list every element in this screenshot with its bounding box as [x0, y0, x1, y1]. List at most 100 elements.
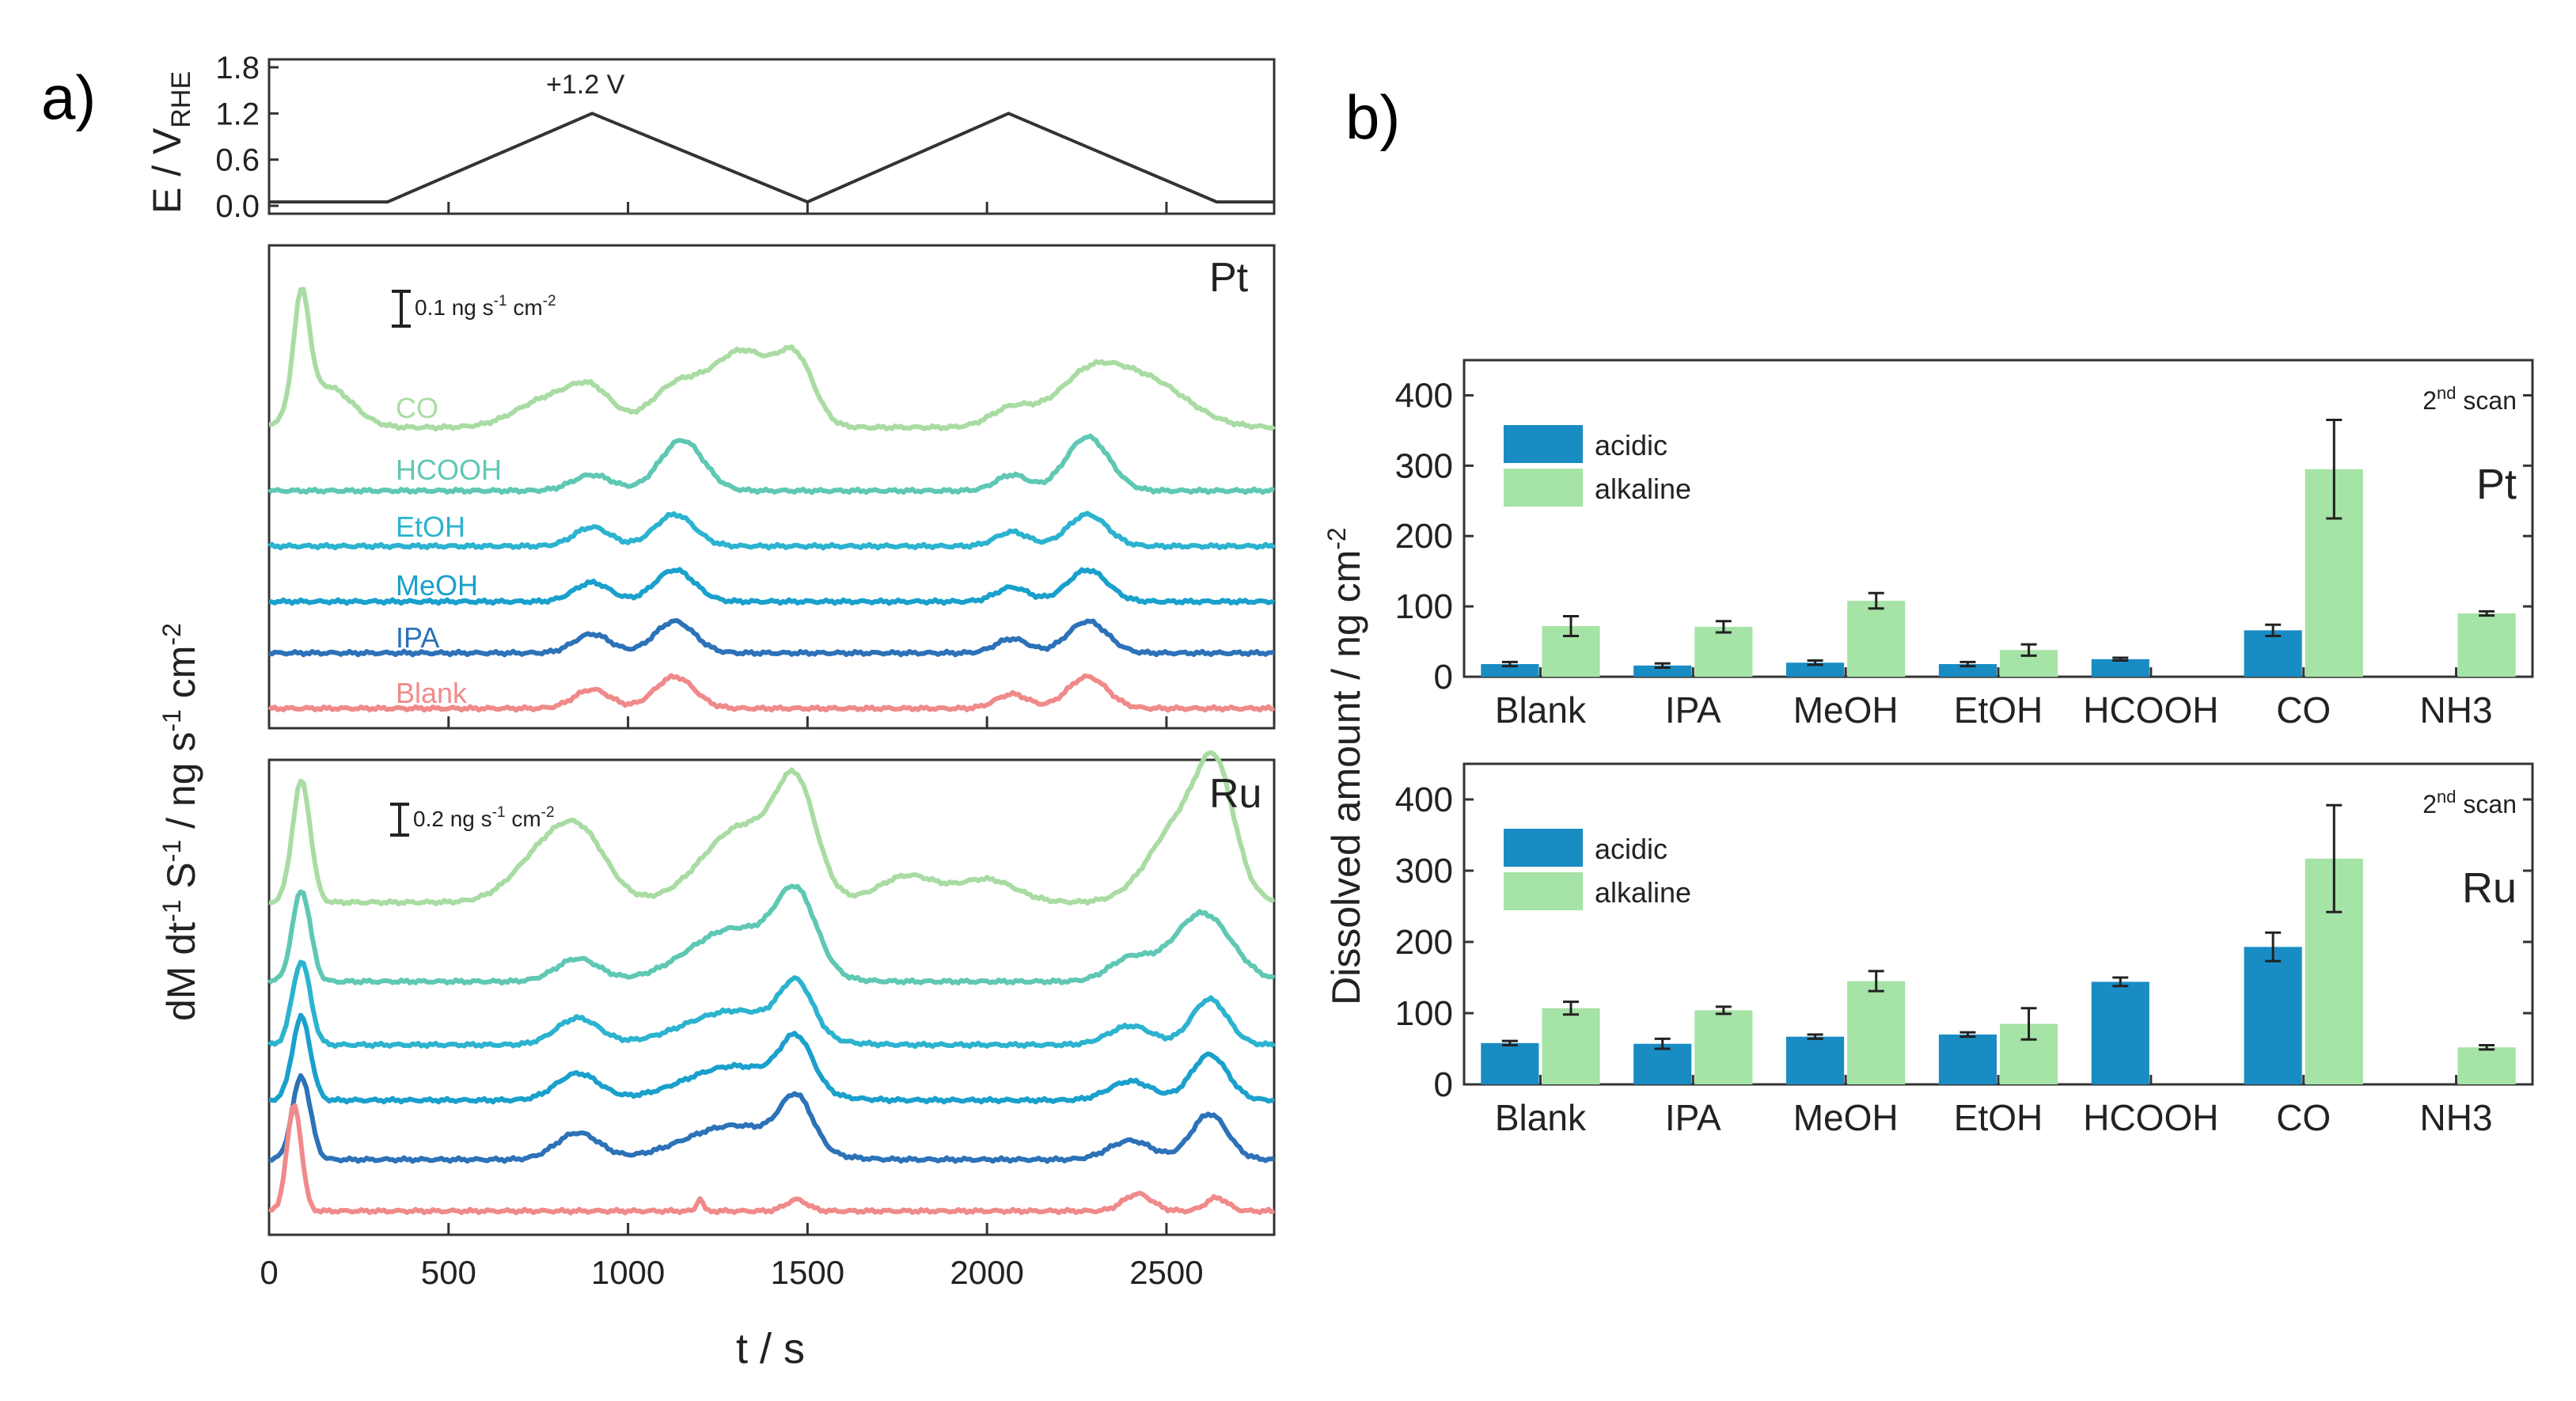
scan-label: 2nd scan — [2422, 787, 2517, 818]
bar-acidic-meoh — [1786, 663, 1845, 677]
legend-label-alkaline: alkaline — [1595, 473, 1691, 505]
bar-alkaline-ipa — [1694, 626, 1753, 677]
x-tick-label: 2500 — [1129, 1254, 1203, 1291]
bar-acidic-ipa — [1633, 665, 1692, 677]
potential-y-tick-label: 0.0 — [215, 189, 260, 224]
trace-meoh — [268, 1012, 1275, 1105]
trace-ipa — [268, 617, 1275, 658]
ru-trace-plot: 0.2 ng s-1 cm-2 Ru 0 500 1000 1500 2000 2500 — [260, 202, 1277, 1291]
dissolved-y-label: Dissolved amount / ng cm-2 — [1322, 527, 1368, 1005]
legend-swatch-alkaline — [1504, 872, 1583, 910]
legend-swatch-acidic — [1504, 425, 1583, 463]
y-tick-label: 400 — [1395, 376, 1453, 415]
bar-frame — [1463, 762, 2534, 1086]
bar-acidic-co — [2244, 630, 2302, 677]
bar-chart-title: Ru — [2462, 864, 2517, 912]
trace-co — [268, 750, 1276, 907]
legend-label-acidic: acidic — [1595, 833, 1667, 865]
bar-frame — [1463, 359, 2534, 678]
trace-blank — [267, 673, 1275, 713]
x-tick-label: 500 — [421, 1254, 476, 1291]
category-label: MeOH — [1793, 1097, 1899, 1138]
trace-label-etoh: EtOH — [396, 511, 465, 543]
panel-b-label: b) — [1345, 82, 1400, 152]
x-tick-label: 2000 — [950, 1254, 1023, 1291]
scan-label: 2nd scan — [2422, 383, 2517, 415]
trace-co — [269, 287, 1276, 432]
bar-alkaline-ipa — [1694, 1010, 1753, 1084]
trace-hcooh — [267, 433, 1275, 495]
trace-label-co: CO — [396, 392, 438, 424]
category-label: MeOH — [1793, 689, 1899, 731]
ru-bar-chart: 0 100 200 300 400 Blank IPA MeOH EtOH HCOOH CO NH3 a… — [1395, 762, 2534, 1138]
legend-swatch-alkaline — [1504, 469, 1583, 507]
x-tick-label: 1000 — [591, 1254, 665, 1291]
y-tick-label: 100 — [1395, 994, 1453, 1033]
category-label: NH3 — [2420, 689, 2493, 731]
trace-blank — [268, 1103, 1275, 1216]
trace-label-hcooh: HCOOH — [396, 454, 502, 486]
potential-frame — [267, 58, 1276, 215]
pt-bar-chart: 0 100 200 300 400 Blank IPA MeOH EtOH HCOOH CO NH3 a… — [1395, 359, 2534, 731]
y-tick-label: 0 — [1434, 658, 1453, 697]
ru-frame — [267, 758, 1276, 1236]
x-tick-label: 1500 — [771, 1254, 844, 1291]
legend-swatch-acidic — [1504, 829, 1583, 867]
potential-y-tick-label: 0.6 — [215, 143, 260, 178]
bar-acidic-etoh — [1938, 1035, 1997, 1084]
pt-scale-bar: 0.1 ng s-1 cm-2 — [392, 290, 556, 328]
mass-rate-y-label: dM dt-1 S-1 / ng s-1 cm-2 — [157, 623, 203, 1021]
panel-a-label: a) — [41, 63, 96, 132]
ru-traces — [267, 750, 1277, 1216]
bar-acidic-meoh — [1786, 1036, 1845, 1084]
bar-acidic-hcooh — [2091, 981, 2149, 1084]
potential-plot: 0.0 0.6 1.2 1.8 +1.2 V E / VRHE — [145, 51, 1276, 224]
bar-alkaline-nh3 — [2457, 613, 2516, 677]
trace-etoh — [267, 959, 1277, 1050]
legend-label-acidic: acidic — [1595, 429, 1667, 461]
category-label: NH3 — [2420, 1097, 2493, 1138]
trace-meoh — [268, 567, 1275, 606]
category-label: IPA — [1665, 689, 1721, 731]
y-tick-label: 200 — [1395, 517, 1453, 556]
bar-alkaline-meoh — [1847, 981, 1906, 1084]
category-label: EtOH — [1954, 1097, 2043, 1138]
bar-acidic-ipa — [1633, 1043, 1692, 1084]
potential-annotation: +1.2 V — [546, 70, 625, 100]
pt-scale-label: 0.1 ng s-1 cm-2 — [415, 293, 556, 320]
bar-chart-title: Pt — [2476, 461, 2517, 508]
bar-alkaline-meoh — [1847, 601, 1906, 677]
y-tick-label: 300 — [1395, 852, 1453, 890]
ru-scale-bar: 0.2 ng s-1 cm-2 — [390, 803, 555, 837]
category-label: Blank — [1495, 1097, 1587, 1138]
trace-hcooh — [267, 883, 1276, 986]
time-x-label: t / s — [736, 1325, 805, 1373]
y-tick-label: 200 — [1395, 923, 1453, 962]
x-tick-label: 0 — [260, 1254, 278, 1291]
ru-scale-label: 0.2 ng s-1 cm-2 — [413, 804, 555, 831]
category-label: HCOOH — [2083, 689, 2218, 731]
trace-label-ipa: IPA — [396, 621, 439, 654]
bar-acidic-hcooh — [2091, 659, 2149, 677]
potential-y-label: E / VRHE — [145, 71, 196, 214]
bar-alkaline-blank — [1542, 1008, 1600, 1084]
bar-acidic-blank — [1481, 1042, 1539, 1084]
trace-ipa — [268, 1073, 1275, 1164]
pt-trace-labels: CO HCOOH EtOH MeOH IPA Blank — [396, 392, 502, 709]
pt-traces — [267, 287, 1277, 713]
potential-y-tick-label: 1.8 — [215, 51, 260, 85]
bar-acidic-blank — [1481, 664, 1539, 677]
y-tick-label: 400 — [1395, 780, 1453, 819]
potential-y-tick-label: 1.2 — [215, 97, 260, 131]
trace-etoh — [267, 511, 1277, 551]
pt-metal-label: Pt — [1209, 255, 1249, 301]
bar-acidic-etoh — [1938, 664, 1997, 677]
legend-label-alkaline: alkaline — [1595, 876, 1691, 909]
pt-frame — [267, 244, 1276, 730]
category-label: Blank — [1495, 689, 1587, 731]
category-label: CO — [2276, 1097, 2331, 1138]
bar-alkaline-nh3 — [2457, 1047, 2516, 1084]
time-x-ticks: 0 500 1000 1500 2000 2500 — [260, 202, 1204, 1291]
